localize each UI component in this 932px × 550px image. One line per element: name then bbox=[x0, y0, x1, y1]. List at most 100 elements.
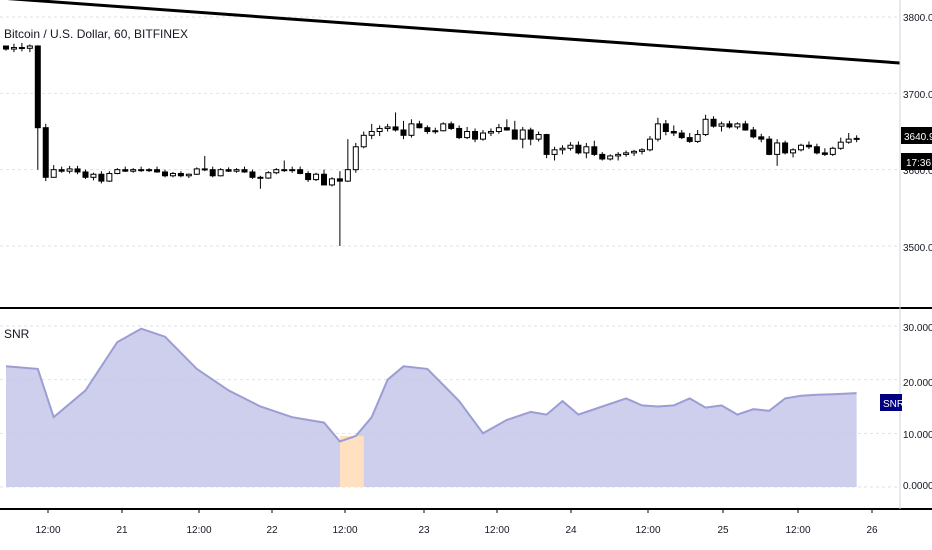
candle-body bbox=[767, 139, 772, 154]
candle-body bbox=[218, 170, 223, 176]
indicator-tick: 20.0000 bbox=[903, 378, 932, 389]
candle-body bbox=[393, 127, 398, 130]
candle-body bbox=[11, 48, 16, 50]
candle-body bbox=[59, 170, 64, 172]
candle-body bbox=[830, 148, 835, 154]
candle-body bbox=[226, 170, 231, 172]
candle-body bbox=[544, 135, 549, 155]
candle-body bbox=[194, 169, 199, 174]
candle-body bbox=[624, 153, 629, 155]
candles bbox=[4, 43, 860, 246]
indicator-tick: 30.0000 bbox=[903, 323, 932, 334]
time-tick-label: 25 bbox=[717, 525, 729, 536]
time-tick-label: 26 bbox=[866, 525, 878, 536]
candle-body bbox=[4, 46, 9, 49]
candle-body bbox=[512, 130, 517, 139]
candle-body bbox=[640, 150, 645, 152]
candle-body bbox=[632, 151, 637, 153]
candle-body bbox=[250, 172, 255, 177]
candle-body bbox=[806, 145, 811, 147]
candle-body bbox=[791, 150, 796, 153]
candle-body bbox=[369, 132, 374, 136]
snr-area bbox=[6, 329, 857, 487]
candle-body bbox=[846, 139, 851, 142]
candle-body bbox=[353, 147, 358, 170]
candle-body bbox=[91, 174, 96, 177]
price-grid bbox=[0, 17, 900, 246]
candle-body bbox=[488, 132, 493, 134]
candle-body bbox=[520, 130, 525, 139]
candle-body bbox=[719, 124, 724, 126]
candle-body bbox=[322, 174, 327, 185]
candle-body bbox=[131, 170, 136, 172]
candle-body bbox=[504, 128, 509, 130]
time-tick-label: 12:00 bbox=[484, 525, 509, 536]
candle-body bbox=[449, 124, 454, 129]
candle-body bbox=[616, 154, 621, 156]
time-tick-label: 23 bbox=[418, 525, 430, 536]
candle-body bbox=[290, 170, 295, 171]
candle-body bbox=[727, 124, 732, 127]
candle-body bbox=[258, 177, 263, 178]
candle-body bbox=[703, 119, 708, 134]
candle-body bbox=[600, 154, 605, 159]
candle-body bbox=[822, 153, 827, 155]
candle-body bbox=[687, 138, 692, 142]
price-tick: 3800.0 bbox=[903, 13, 932, 24]
candle-body bbox=[496, 128, 501, 132]
candle-body bbox=[679, 133, 684, 138]
candle-body bbox=[735, 124, 740, 127]
candle-body bbox=[465, 132, 470, 138]
candle-body bbox=[473, 132, 478, 140]
candle-body bbox=[814, 147, 819, 153]
candle-body bbox=[576, 145, 581, 153]
candle-body bbox=[560, 148, 565, 150]
countdown-label: 17:36 bbox=[906, 158, 931, 169]
candle-body bbox=[19, 48, 24, 49]
time-tick-label: 21 bbox=[116, 525, 128, 536]
candle-body bbox=[210, 170, 215, 176]
candle-body bbox=[401, 130, 406, 135]
candle-body bbox=[743, 124, 748, 130]
price-tick: 3500.0 bbox=[903, 243, 932, 254]
candle-body bbox=[242, 170, 247, 172]
candle-body bbox=[799, 145, 804, 150]
candle-body bbox=[854, 138, 859, 139]
time-axis[interactable]: 12:00 21 12:00 22 12:00 23 12:00 24 12:00 25 12:00… bbox=[35, 509, 878, 536]
candle-body bbox=[528, 130, 533, 139]
candle-body bbox=[552, 150, 557, 155]
candle-body bbox=[695, 135, 700, 142]
candle-body bbox=[783, 143, 788, 153]
candle-body bbox=[433, 131, 438, 132]
candle-body bbox=[75, 169, 80, 172]
time-tick-label: 22 bbox=[266, 525, 278, 536]
candle-body bbox=[337, 179, 342, 181]
candle-body bbox=[536, 135, 541, 140]
candle-body bbox=[99, 174, 104, 181]
time-tick-label: 12:00 bbox=[186, 525, 211, 536]
candle-body bbox=[655, 124, 660, 139]
candle-body bbox=[266, 173, 271, 178]
candle-body bbox=[441, 124, 446, 131]
price-pane-title: Bitcoin / U.S. Dollar, 60, BITFINEX bbox=[4, 27, 188, 41]
candle-body bbox=[170, 173, 175, 175]
snr-highlight-band bbox=[340, 436, 364, 487]
snr-badge-label: SNR bbox=[883, 399, 904, 410]
last-price-label: 3640.9 bbox=[904, 132, 932, 143]
candle-body bbox=[147, 170, 152, 171]
candle-body bbox=[481, 133, 486, 139]
candle-body bbox=[35, 46, 40, 128]
candle-body bbox=[314, 174, 319, 179]
time-tick-label: 12:00 bbox=[35, 525, 60, 536]
time-tick-label: 12:00 bbox=[635, 525, 660, 536]
candle-body bbox=[751, 130, 756, 137]
candle-body bbox=[282, 170, 287, 171]
candle-body bbox=[83, 172, 88, 177]
time-tick-label: 12:00 bbox=[785, 525, 810, 536]
candle-body bbox=[107, 173, 112, 181]
candle-body bbox=[27, 46, 32, 48]
candle-body bbox=[838, 142, 843, 148]
candle-body bbox=[51, 170, 56, 178]
candle-body bbox=[457, 128, 462, 137]
